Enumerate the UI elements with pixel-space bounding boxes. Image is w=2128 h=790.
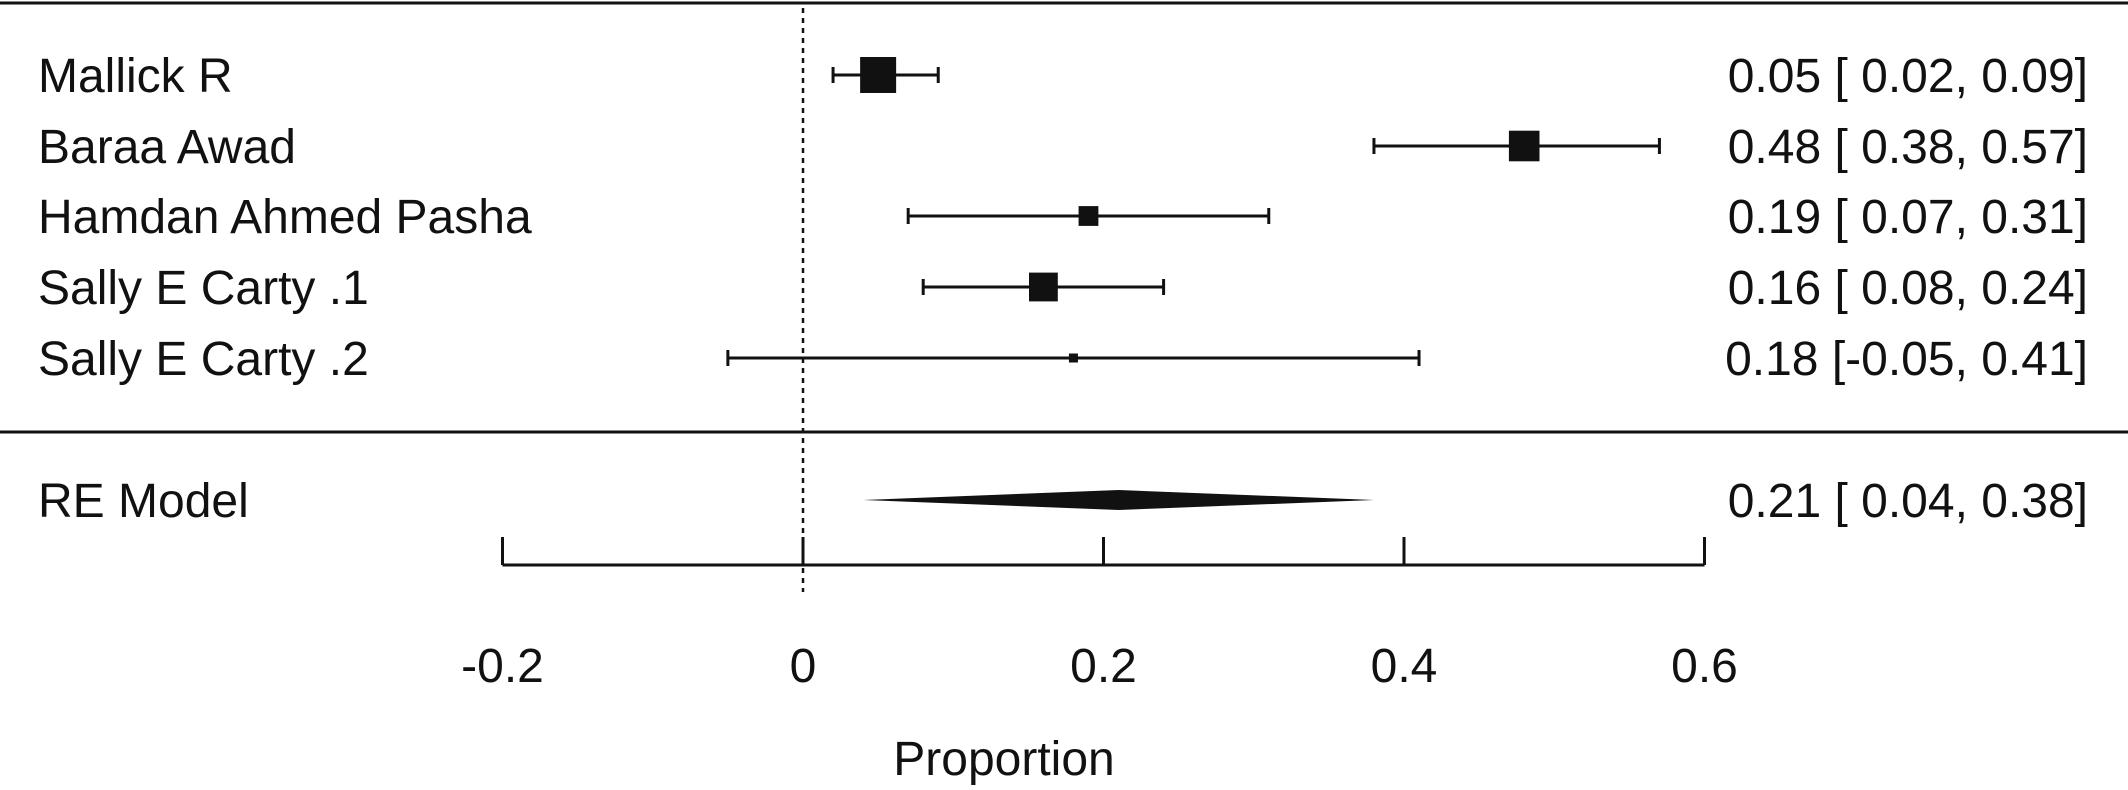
study-label: Mallick R [38, 50, 233, 103]
study-row: Sally E Carty .2 0.18 [-0.05, 0.41] [38, 333, 2088, 386]
study-estimate-text: 0.18 [-0.05, 0.41] [1725, 333, 2088, 386]
x-axis: -0.2 0 0.2 0.4 0.6 [461, 537, 1738, 693]
x-tick-label: 0.4 [1371, 640, 1438, 693]
summary-row: RE Model 0.21 [ 0.04, 0.38] [38, 475, 2088, 528]
study-label: Sally E Carty .2 [38, 333, 369, 386]
study-label: Sally E Carty .1 [38, 262, 369, 315]
estimate-square [1068, 353, 1078, 363]
summary-diamond [863, 490, 1374, 510]
study-estimate-text: 0.05 [ 0.02, 0.09] [1728, 50, 2088, 103]
study-row: Mallick R 0.05 [ 0.02, 0.09] [38, 50, 2088, 103]
study-row: Hamdan Ahmed Pasha 0.19 [ 0.07, 0.31] [38, 191, 2088, 244]
x-tick-label: 0.2 [1070, 640, 1137, 693]
x-tick-label: 0.6 [1671, 640, 1738, 693]
study-row: Baraa Awad 0.48 [ 0.38, 0.57] [38, 121, 2088, 174]
study-label: Baraa Awad [38, 121, 296, 174]
summary-estimate-text: 0.21 [ 0.04, 0.38] [1728, 475, 2088, 528]
summary-label: RE Model [38, 475, 249, 528]
study-estimate-text: 0.48 [ 0.38, 0.57] [1728, 121, 2088, 174]
study-row: Sally E Carty .1 0.16 [ 0.08, 0.24] [38, 262, 2088, 315]
x-tick-label: 0 [790, 640, 817, 693]
study-estimate-text: 0.16 [ 0.08, 0.24] [1728, 262, 2088, 315]
x-tick-label: -0.2 [461, 640, 544, 693]
estimate-square [1508, 130, 1540, 162]
estimate-square [860, 57, 897, 93]
study-rows: Mallick R 0.05 [ 0.02, 0.09] Baraa Awad 0.4… [38, 50, 2088, 386]
estimate-square [1029, 272, 1058, 302]
study-estimate-text: 0.19 [ 0.07, 0.31] [1728, 191, 2088, 244]
study-label: Hamdan Ahmed Pasha [38, 191, 532, 244]
x-axis-label: Proportion [893, 733, 1114, 786]
estimate-square [1078, 206, 1099, 226]
